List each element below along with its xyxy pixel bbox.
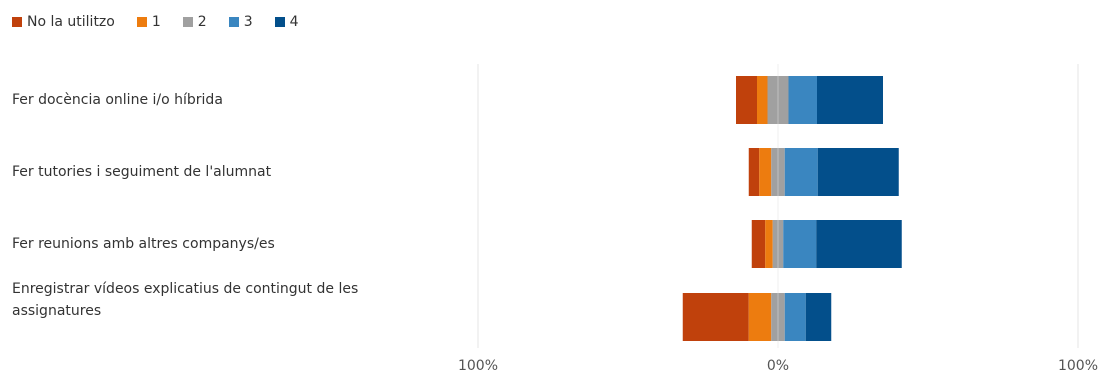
- bar-segment: [748, 293, 772, 341]
- legend-label: No la utilitzo: [27, 14, 115, 30]
- bar-segment: [817, 76, 883, 124]
- category-label: Fer docència online i/o híbrida: [12, 92, 223, 108]
- legend-swatch: [12, 17, 22, 27]
- bar-segment: [765, 220, 773, 268]
- legend-label: 4: [289, 14, 299, 30]
- legend-swatch: [136, 17, 147, 27]
- legend-item-1: 1: [136, 14, 161, 30]
- bar-segment: [772, 220, 784, 268]
- bar-segment: [767, 76, 789, 124]
- bar-segment: [682, 293, 749, 341]
- bar-segment: [784, 293, 806, 341]
- chart-legend: No la utilitzo 1 2 3 4: [12, 14, 321, 30]
- x-tick-label: 100%: [1058, 358, 1098, 374]
- bar-segment: [816, 220, 902, 268]
- x-tick-label: 100%: [458, 358, 498, 374]
- legend-item-2: 2: [182, 14, 207, 30]
- legend-label: 2: [197, 14, 207, 30]
- bar-segment: [771, 293, 785, 341]
- bar-segment: [751, 220, 766, 268]
- legend-item-3: 3: [228, 14, 253, 30]
- legend-swatch: [228, 17, 239, 27]
- legend-swatch: [274, 17, 285, 27]
- bar-segment: [783, 220, 817, 268]
- bar-segment: [817, 148, 899, 196]
- category-label: Enregistrar vídeos explicatius de contin…: [12, 281, 359, 319]
- x-tick-label: 0%: [767, 358, 789, 374]
- legend-item-4: 4: [274, 14, 299, 30]
- bar-segment: [805, 293, 832, 341]
- bar-segment: [759, 148, 772, 196]
- bar-segment: [757, 76, 768, 124]
- legend-item-0: No la utilitzo: [12, 14, 115, 30]
- legend-label: 3: [243, 14, 253, 30]
- bar-segment: [748, 148, 760, 196]
- legend-swatch: [182, 17, 193, 27]
- category-label: Fer reunions amb altres companys/es: [12, 236, 275, 252]
- category-label: Fer tutories i seguiment de l'alumnat: [12, 164, 272, 180]
- legend-label: 1: [151, 14, 161, 30]
- bar-segment: [784, 148, 818, 196]
- bar-segment: [788, 76, 817, 124]
- bar-segment: [736, 76, 757, 124]
- bar-segment: [771, 148, 785, 196]
